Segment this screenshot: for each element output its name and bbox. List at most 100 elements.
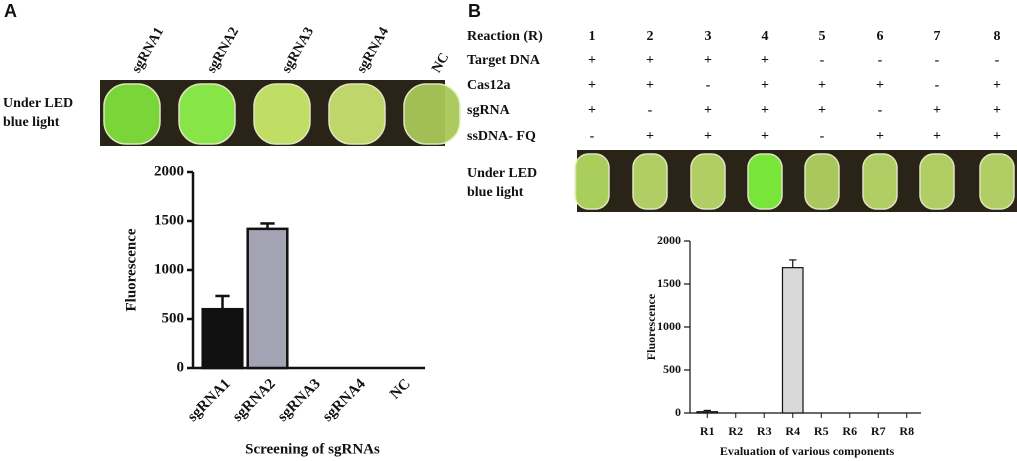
table-cell: - bbox=[820, 129, 825, 144]
table-cell: + bbox=[704, 129, 712, 144]
y-tick-label: 500 bbox=[663, 362, 681, 376]
table-cell: + bbox=[761, 53, 769, 68]
y-tick-label: 0 bbox=[177, 359, 185, 375]
y-tick-label: 500 bbox=[162, 310, 185, 326]
lane-label: sgRNA1 bbox=[129, 25, 167, 76]
table-cell: + bbox=[993, 78, 1001, 93]
tube bbox=[103, 83, 161, 145]
photo-label: blue light bbox=[3, 115, 60, 130]
column-header: 7 bbox=[934, 29, 941, 44]
table-cell: + bbox=[761, 78, 769, 93]
y-tick-label: 2000 bbox=[154, 163, 184, 179]
x-tick-label: R1 bbox=[700, 424, 715, 438]
y-tick-label: 1000 bbox=[657, 319, 681, 333]
table-cell: - bbox=[706, 78, 711, 93]
row-label: Target DNA bbox=[467, 53, 541, 68]
x-tick-label: R8 bbox=[899, 424, 914, 438]
x-tick-label: R2 bbox=[728, 424, 743, 438]
column-header: 3 bbox=[705, 29, 712, 44]
bar bbox=[246, 227, 289, 370]
table-cell: + bbox=[818, 103, 826, 118]
column-header: 4 bbox=[762, 29, 769, 44]
table-cell: + bbox=[704, 53, 712, 68]
row-label: Cas12a bbox=[467, 78, 511, 93]
table-cell: - bbox=[878, 103, 883, 118]
y-tick-label: 2000 bbox=[657, 233, 681, 247]
tube bbox=[253, 83, 311, 145]
x-tick-label: R3 bbox=[757, 424, 772, 438]
tube bbox=[804, 153, 840, 210]
x-tick-label: R6 bbox=[842, 424, 857, 438]
panel-label: A bbox=[4, 1, 17, 21]
table-cell: - bbox=[935, 53, 940, 68]
tube bbox=[862, 153, 898, 210]
table-cell: + bbox=[704, 103, 712, 118]
table-cell: + bbox=[818, 78, 826, 93]
table-cell: + bbox=[646, 78, 654, 93]
tube bbox=[919, 153, 955, 210]
x-tick-label: sgRNA2 bbox=[230, 376, 279, 425]
lane-label: NC bbox=[429, 51, 452, 76]
photo-label: blue light bbox=[467, 185, 524, 200]
tube bbox=[403, 83, 461, 145]
table-cell: + bbox=[588, 103, 596, 118]
table-cell: + bbox=[993, 103, 1001, 118]
table-cell: + bbox=[761, 129, 769, 144]
row-label: ssDNA- FQ bbox=[467, 129, 536, 144]
row-label: sgRNA bbox=[467, 103, 511, 118]
table-cell: + bbox=[933, 103, 941, 118]
tube bbox=[979, 153, 1015, 210]
y-tick-label: 1000 bbox=[154, 261, 184, 277]
y-axis-title: Fluorescence bbox=[644, 293, 658, 360]
table-cell: + bbox=[588, 78, 596, 93]
table-cell: - bbox=[935, 78, 940, 93]
lane-label: sgRNA4 bbox=[354, 25, 392, 76]
x-tick-label: sgRNA4 bbox=[320, 376, 369, 425]
x-tick-label: sgRNA3 bbox=[275, 376, 324, 425]
y-tick-label: 0 bbox=[675, 405, 681, 419]
tube bbox=[632, 153, 668, 210]
photo-label: Under LED bbox=[467, 166, 537, 181]
bar bbox=[781, 267, 804, 414]
column-header: 6 bbox=[877, 29, 884, 44]
x-tick-label: R4 bbox=[785, 424, 800, 438]
x-axis-title: Screening of sgRNAs bbox=[245, 441, 380, 457]
tube bbox=[178, 83, 236, 145]
table-cell: + bbox=[588, 53, 596, 68]
column-header: 2 bbox=[647, 29, 654, 44]
x-tick-label: R7 bbox=[871, 424, 886, 438]
column-header: 5 bbox=[819, 29, 826, 44]
photo-label: Under LED bbox=[3, 96, 73, 111]
table-cell: + bbox=[646, 129, 654, 144]
table-cell: + bbox=[761, 103, 769, 118]
table-cell: + bbox=[646, 53, 654, 68]
tube bbox=[574, 153, 610, 210]
x-tick-label: NC bbox=[387, 376, 414, 403]
table-header: Reaction (R) bbox=[467, 29, 543, 44]
x-tick-label: sgRNA1 bbox=[185, 376, 234, 425]
bar bbox=[696, 411, 719, 414]
tube bbox=[328, 83, 386, 145]
table-cell: - bbox=[648, 103, 653, 118]
table-cell: - bbox=[820, 53, 825, 68]
column-header: 1 bbox=[589, 29, 596, 44]
table-cell: - bbox=[590, 129, 595, 144]
table-cell: + bbox=[993, 129, 1001, 144]
table-cell: + bbox=[876, 78, 884, 93]
table-cell: - bbox=[995, 53, 1000, 68]
x-axis-title: Evaluation of various components bbox=[720, 444, 895, 458]
table-cell: + bbox=[933, 129, 941, 144]
table-cell: + bbox=[876, 129, 884, 144]
table-cell: - bbox=[878, 53, 883, 68]
lane-label: sgRNA3 bbox=[279, 25, 317, 76]
y-tick-label: 1500 bbox=[154, 212, 184, 228]
tube bbox=[690, 153, 726, 210]
tube bbox=[747, 153, 783, 210]
y-axis-title: Fluorescence bbox=[123, 228, 139, 311]
x-tick-label: R5 bbox=[814, 424, 829, 438]
panel-label: B bbox=[468, 1, 481, 21]
lane-label: sgRNA2 bbox=[204, 25, 242, 76]
column-header: 8 bbox=[994, 29, 1001, 44]
y-tick-label: 1500 bbox=[657, 276, 681, 290]
